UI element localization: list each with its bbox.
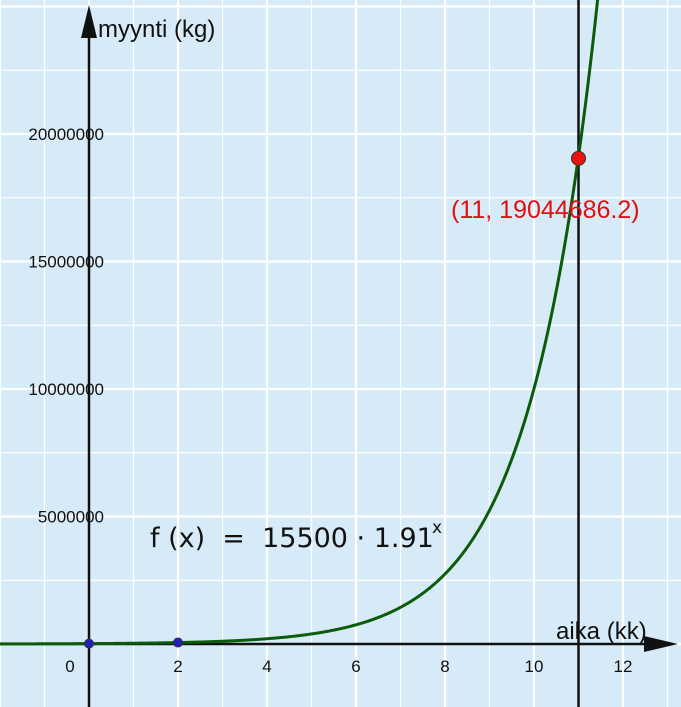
- y-axis-title: myynti (kg): [98, 16, 215, 43]
- curve-point: [173, 637, 183, 648]
- y-axis-arrow: [81, 5, 97, 38]
- y-tick-label: 20000000: [28, 125, 104, 144]
- intersection-point: [571, 150, 586, 166]
- x-tick-label: 4: [262, 657, 271, 676]
- x-axis-arrow: [644, 636, 678, 652]
- x-tick-label: 0: [65, 657, 74, 676]
- x-axis-title: aika (kk): [556, 618, 647, 645]
- intersection-point-label: (11, 19044686.2): [451, 196, 640, 224]
- function-label: f (x) = 15500 · 1.91: [150, 523, 434, 554]
- text-layer: myynti (kg) aika (kk) f (x) = 15500 · 1.…: [28, 16, 646, 676]
- points-layer: [84, 150, 586, 649]
- function-label-exponent: x: [432, 518, 442, 538]
- x-tick-label: 10: [525, 657, 544, 676]
- x-tick-label: 6: [351, 657, 360, 676]
- x-tick-label: 2: [173, 657, 182, 676]
- y-tick-label: 15000000: [28, 253, 104, 272]
- y-tick-label: 5000000: [38, 508, 104, 527]
- x-tick-label: 8: [440, 657, 449, 676]
- y-tick-label: 10000000: [28, 380, 104, 399]
- x-tick-label: 12: [614, 657, 633, 676]
- curve-layer: [0, 0, 600, 707]
- curve-point: [84, 638, 94, 649]
- function-curve: [0, 0, 600, 646]
